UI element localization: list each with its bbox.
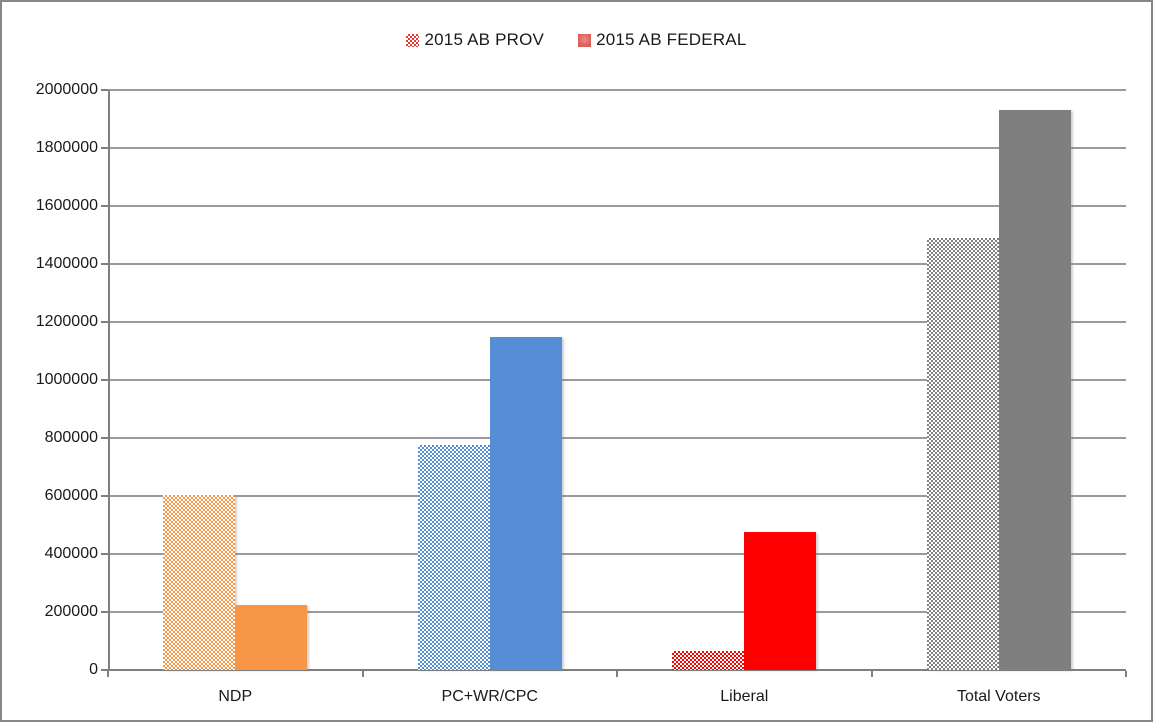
y-axis-tick-label: 1400000 xyxy=(35,255,98,272)
legend-swatch-prov-pattern-icon xyxy=(406,33,420,47)
gridline xyxy=(108,495,1126,497)
y-axis-tick xyxy=(101,553,108,555)
bar-prov-liberal xyxy=(672,651,745,670)
x-axis-category-label: Liberal xyxy=(720,688,769,705)
y-axis-tick xyxy=(101,669,108,671)
gridline xyxy=(108,321,1126,323)
legend-label-federal: 2015 AB FEDERAL xyxy=(596,30,747,49)
x-axis-category-label: PC+WR/CPC xyxy=(441,688,538,705)
y-axis-tick-label: 0 xyxy=(89,661,98,678)
y-axis-tick-label: 1800000 xyxy=(35,139,98,156)
y-axis-tick-label: 2000000 xyxy=(35,81,98,98)
bar-prov-ndp xyxy=(163,494,236,670)
gridline xyxy=(108,205,1126,207)
y-axis-tick xyxy=(101,321,108,323)
gridline xyxy=(108,437,1126,439)
gridline xyxy=(108,147,1126,149)
y-axis-tick-label: 800000 xyxy=(44,429,98,446)
x-axis-tick xyxy=(616,671,618,677)
legend-item-federal: 2015 AB FEDERAL xyxy=(578,30,746,50)
gridline xyxy=(108,89,1126,91)
legend: 2015 AB PROV 2015 AB FEDERAL xyxy=(2,30,1151,50)
y-axis-tick-label: 1200000 xyxy=(35,313,98,330)
bar-federal-pc-wr-cpc xyxy=(489,336,562,670)
y-axis-tick xyxy=(101,89,108,91)
y-axis-tick xyxy=(101,495,108,497)
x-axis-tick xyxy=(107,671,109,677)
bar-prov-total-voters xyxy=(926,237,999,670)
x-axis-category-label: Total Voters xyxy=(956,688,1041,705)
bar-federal-liberal xyxy=(744,532,817,670)
x-axis-category-label: NDP xyxy=(218,688,253,705)
y-axis-tick xyxy=(101,147,108,149)
gridline xyxy=(108,263,1126,265)
y-axis-tick xyxy=(101,379,108,381)
x-axis-tick xyxy=(1125,671,1127,677)
gridline xyxy=(108,379,1126,381)
y-axis-line xyxy=(108,90,110,671)
legend-label-prov: 2015 AB PROV xyxy=(424,30,545,49)
bar-prov-pc-wr-cpc xyxy=(417,445,490,670)
y-axis-tick xyxy=(101,263,108,265)
bar-federal-total-voters xyxy=(998,110,1071,670)
y-axis-tick-label: 600000 xyxy=(44,487,98,504)
legend-item-prov: 2015 AB PROV xyxy=(406,30,544,50)
y-axis-tick-label: 1600000 xyxy=(35,197,98,214)
y-axis-tick xyxy=(101,437,108,439)
y-axis-tick-label: 200000 xyxy=(44,603,98,620)
y-axis-tick xyxy=(101,611,108,613)
legend-swatch-federal-solid-icon xyxy=(578,33,592,47)
gridline xyxy=(108,611,1126,613)
x-axis-tick xyxy=(361,671,364,677)
y-axis-tick xyxy=(101,205,108,207)
gridline xyxy=(108,553,1126,555)
bar-federal-ndp xyxy=(235,604,308,670)
x-axis-tick xyxy=(870,671,873,677)
x-axis-line xyxy=(108,669,1126,671)
y-axis-tick-label: 400000 xyxy=(44,545,98,562)
y-axis-tick-label: 1000000 xyxy=(35,371,98,388)
